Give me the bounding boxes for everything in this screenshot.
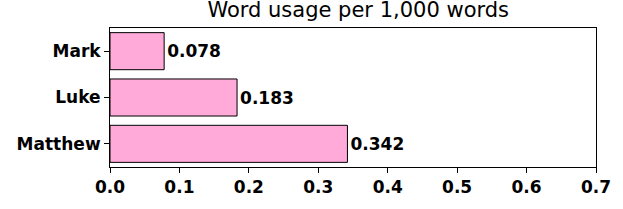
svg-text:0.2: 0.2 [234, 177, 264, 197]
svg-text:0.6: 0.6 [512, 177, 542, 197]
svg-text:0.4: 0.4 [373, 177, 403, 197]
svg-text:0.1: 0.1 [164, 177, 194, 197]
svg-text:Mark: Mark [53, 41, 102, 61]
svg-text:Luke: Luke [55, 87, 100, 107]
svg-text:0.342: 0.342 [350, 134, 404, 154]
svg-text:0.7: 0.7 [581, 177, 611, 197]
svg-text:0.3: 0.3 [303, 177, 333, 197]
svg-text:Word usage per 1,000 words: Word usage per 1,000 words [207, 0, 509, 22]
svg-text:0.078: 0.078 [167, 41, 221, 61]
svg-text:0.183: 0.183 [240, 88, 294, 108]
svg-text:0.0: 0.0 [95, 177, 125, 197]
svg-text:0.5: 0.5 [442, 177, 472, 197]
svg-text:Matthew: Matthew [17, 134, 101, 154]
